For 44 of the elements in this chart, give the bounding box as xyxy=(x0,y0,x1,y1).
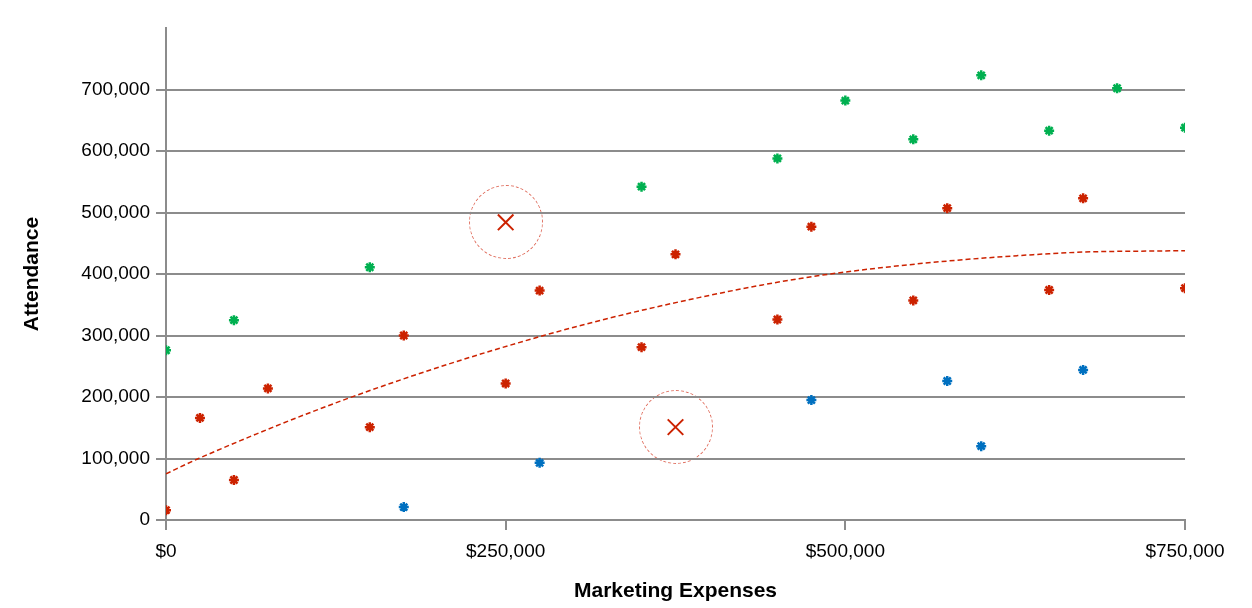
y-tick-label: 0 xyxy=(139,508,150,530)
y-axis-title: Attendance xyxy=(19,216,43,332)
x-tick-label: $0 xyxy=(155,539,177,561)
point xyxy=(974,439,988,453)
point xyxy=(635,180,648,193)
point xyxy=(1076,363,1090,377)
point xyxy=(1042,283,1056,297)
point xyxy=(397,500,411,514)
y-tick-label: 400,000 xyxy=(81,262,150,284)
point xyxy=(533,284,546,297)
y-tick-label: 700,000 xyxy=(81,77,150,99)
y-tick-label: 500,000 xyxy=(81,200,150,222)
x-tick-label: $250,000 xyxy=(466,539,546,561)
point xyxy=(533,456,546,470)
y-tick-label: 300,000 xyxy=(81,323,150,345)
point xyxy=(839,94,852,107)
point xyxy=(227,473,241,487)
point xyxy=(363,420,377,434)
x-tick-label: $750,000 xyxy=(1145,539,1225,561)
y-tick-label: 200,000 xyxy=(81,385,150,407)
x-axis-title: Marketing Expenses xyxy=(573,578,778,602)
point xyxy=(635,340,648,354)
point xyxy=(940,374,954,388)
x-tick-label: $500,000 xyxy=(805,539,885,561)
point xyxy=(974,69,988,82)
point xyxy=(907,133,920,146)
point xyxy=(940,201,954,215)
point xyxy=(805,220,818,233)
point xyxy=(907,294,920,307)
y-tick-label: 100,000 xyxy=(81,446,150,468)
point xyxy=(669,248,682,261)
point xyxy=(771,152,784,165)
point xyxy=(771,313,784,326)
point xyxy=(1110,82,1124,95)
point xyxy=(1076,192,1090,205)
point xyxy=(499,377,512,390)
point xyxy=(261,382,275,395)
point xyxy=(363,260,377,274)
point xyxy=(397,329,411,342)
point xyxy=(227,313,241,327)
point xyxy=(805,393,818,407)
point xyxy=(1042,124,1056,137)
point xyxy=(193,411,207,425)
y-tick-label: 600,000 xyxy=(81,139,150,161)
